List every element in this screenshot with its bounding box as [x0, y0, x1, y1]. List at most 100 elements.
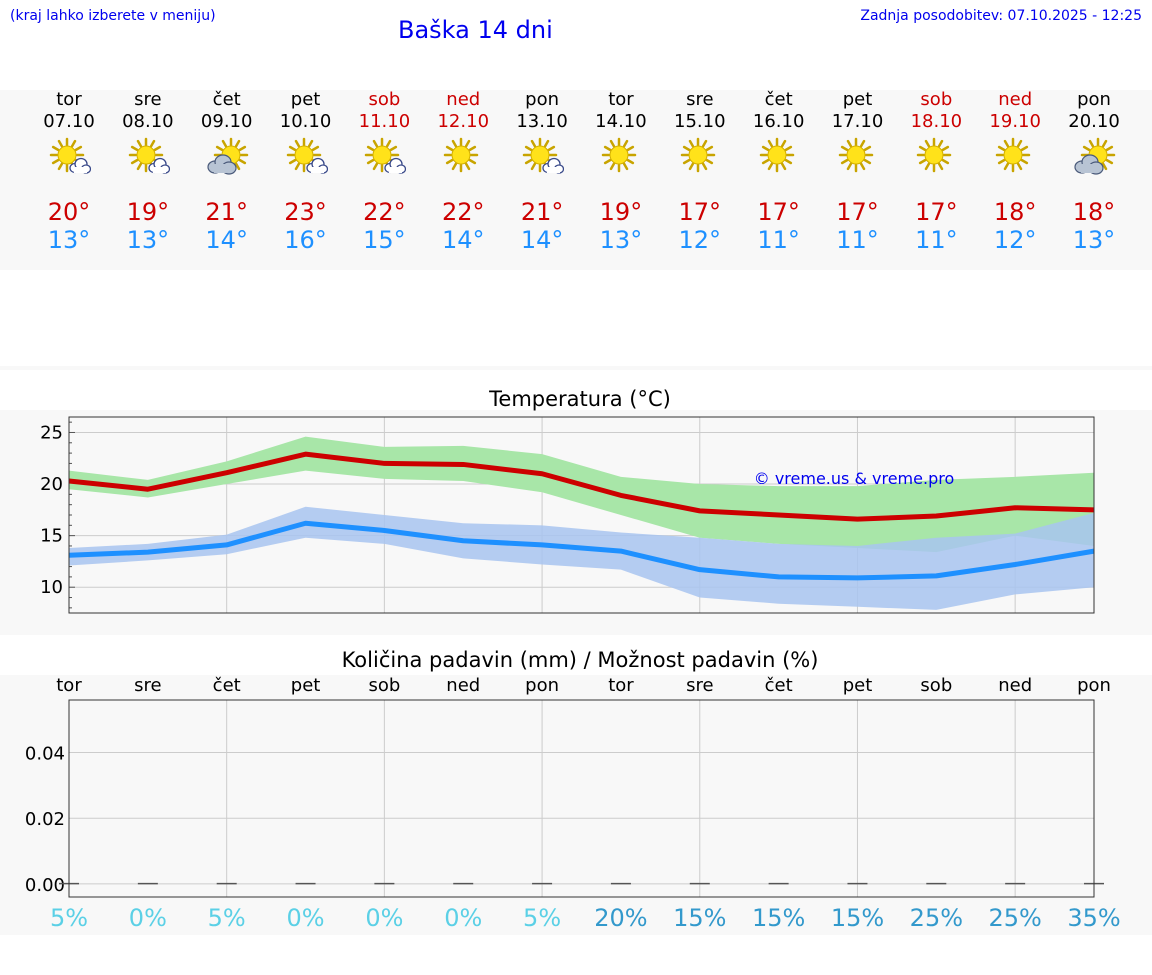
- precip-chance: 5%: [207, 904, 246, 932]
- series-line-min: [68, 520, 1095, 581]
- temp-max: 22°: [441, 198, 485, 226]
- temp-min: 13°: [47, 226, 91, 254]
- precip-bar: [216, 882, 237, 885]
- temp-min: 13°: [1072, 226, 1116, 254]
- precip-day-label: pet: [290, 675, 321, 696]
- sun-icon: [836, 137, 880, 181]
- precip-day-label: ned: [998, 675, 1033, 696]
- day-date: 13.10: [516, 111, 568, 132]
- sun-icon: [441, 137, 485, 181]
- day-name: čet: [764, 89, 793, 110]
- temp-min: 11°: [757, 226, 800, 254]
- precip-chance: 5%: [49, 904, 89, 932]
- watermark: © vreme.us & vreme.pro: [754, 469, 955, 488]
- precip-bar: [374, 882, 395, 885]
- sun-cloud-icon: [126, 137, 170, 181]
- day-date: 09.10: [200, 111, 253, 132]
- sun-cloud-icon: [284, 137, 328, 181]
- precip-chance: 15%: [830, 904, 885, 932]
- day-date: 19.10: [989, 111, 1041, 132]
- sun-icon: [914, 137, 958, 181]
- precip-bar: [137, 882, 158, 885]
- precip-chance: 15%: [751, 904, 806, 932]
- temp-max: 19°: [126, 198, 170, 226]
- temp-max: 22°: [363, 198, 406, 226]
- precip-bar: [847, 882, 868, 885]
- temp-min: 12°: [678, 226, 722, 254]
- precipitation-chart-title: Količina padavin (mm) / Možnost padavin …: [341, 648, 819, 672]
- sun-icon: [993, 137, 1037, 181]
- last-updated: Zadnja posodobitev: 07.10.2025 - 12:25: [860, 8, 1142, 24]
- precip-day-label: sob: [368, 675, 401, 696]
- day-name: pet: [842, 89, 873, 110]
- precip-chance: 25%: [988, 904, 1042, 932]
- precip-chance: 35%: [1067, 904, 1121, 932]
- temp-max: 20°: [47, 198, 91, 226]
- precipitation-chart: 0.00 0.02 0.04: [25, 699, 1104, 898]
- temp-min: 11°: [836, 226, 879, 254]
- day-name: pon: [525, 89, 560, 110]
- day-date: 08.10: [122, 111, 174, 132]
- day-name: ned: [446, 89, 481, 110]
- temp-min: 15°: [363, 226, 406, 254]
- precip-bar: [926, 882, 947, 885]
- precip-bar: [768, 882, 789, 885]
- y-tick-label: 25: [40, 422, 63, 443]
- sun-cloud-icon: [47, 137, 92, 181]
- day-date: 18.10: [910, 111, 963, 132]
- temp-max: 17°: [678, 198, 722, 226]
- y-tick-label: 10: [40, 577, 63, 598]
- day-date: 10.10: [279, 111, 332, 132]
- day-name: pon: [1077, 89, 1111, 110]
- precip-chance: 0%: [444, 904, 483, 932]
- day-name: tor: [608, 89, 634, 110]
- precip-day-label: pet: [842, 675, 873, 696]
- precip-bar: [1005, 882, 1026, 885]
- band-max: [69, 436, 1094, 553]
- precip-chance: 5%: [523, 904, 562, 932]
- page-title: Baška 14 dni: [398, 16, 553, 44]
- precip-bar: [532, 882, 553, 885]
- day-name: sre: [686, 89, 714, 110]
- precip-chance: 15%: [673, 904, 727, 932]
- day-date: 14.10: [595, 111, 647, 132]
- menu-hint[interactable]: (kraj lahko izberete v meniju): [10, 8, 216, 24]
- temp-min: 14°: [441, 226, 485, 254]
- forecast-panel: [0, 90, 1152, 270]
- day-date: 17.10: [831, 111, 884, 132]
- y-tick-label: 15: [40, 526, 63, 547]
- day-date: 16.10: [752, 111, 805, 132]
- precip-chance: 25%: [909, 904, 964, 932]
- temp-max: 17°: [757, 198, 800, 226]
- precip-day-label: čet: [212, 675, 241, 696]
- day-name: sre: [134, 89, 162, 110]
- day-date: 15.10: [674, 111, 726, 132]
- temp-max: 18°: [1072, 198, 1116, 226]
- day-date: 07.10: [43, 111, 95, 132]
- day-name: sob: [920, 89, 953, 110]
- y-tick-label: 0.04: [25, 744, 65, 765]
- precip-day-label: ned: [446, 675, 481, 696]
- day-date: 20.10: [1068, 111, 1120, 132]
- temp-max: 21°: [520, 198, 564, 226]
- sun-icon: [757, 137, 801, 181]
- band-min: [69, 506, 1094, 610]
- precip-chance: 0%: [365, 904, 404, 932]
- precip-day-label: tor: [608, 675, 634, 696]
- day-name: pet: [290, 89, 321, 110]
- plot-area: [69, 700, 1094, 897]
- precip-chance: 0%: [128, 904, 167, 932]
- precip-bar: [689, 882, 710, 885]
- precip-day-label: pon: [1077, 675, 1111, 696]
- divider: [0, 366, 1152, 370]
- sun-icon: [678, 137, 722, 181]
- temperature-chart-title: Temperatura (°C): [489, 387, 671, 411]
- day-name: tor: [56, 89, 82, 110]
- precip-day-label: sre: [686, 675, 714, 696]
- temp-max: 19°: [599, 198, 643, 226]
- precip-chance: 20%: [594, 904, 648, 932]
- temp-max: 17°: [836, 198, 879, 226]
- temp-min: 13°: [126, 226, 170, 254]
- cloud-sun-icon: [205, 137, 249, 181]
- temp-max: 21°: [205, 198, 248, 226]
